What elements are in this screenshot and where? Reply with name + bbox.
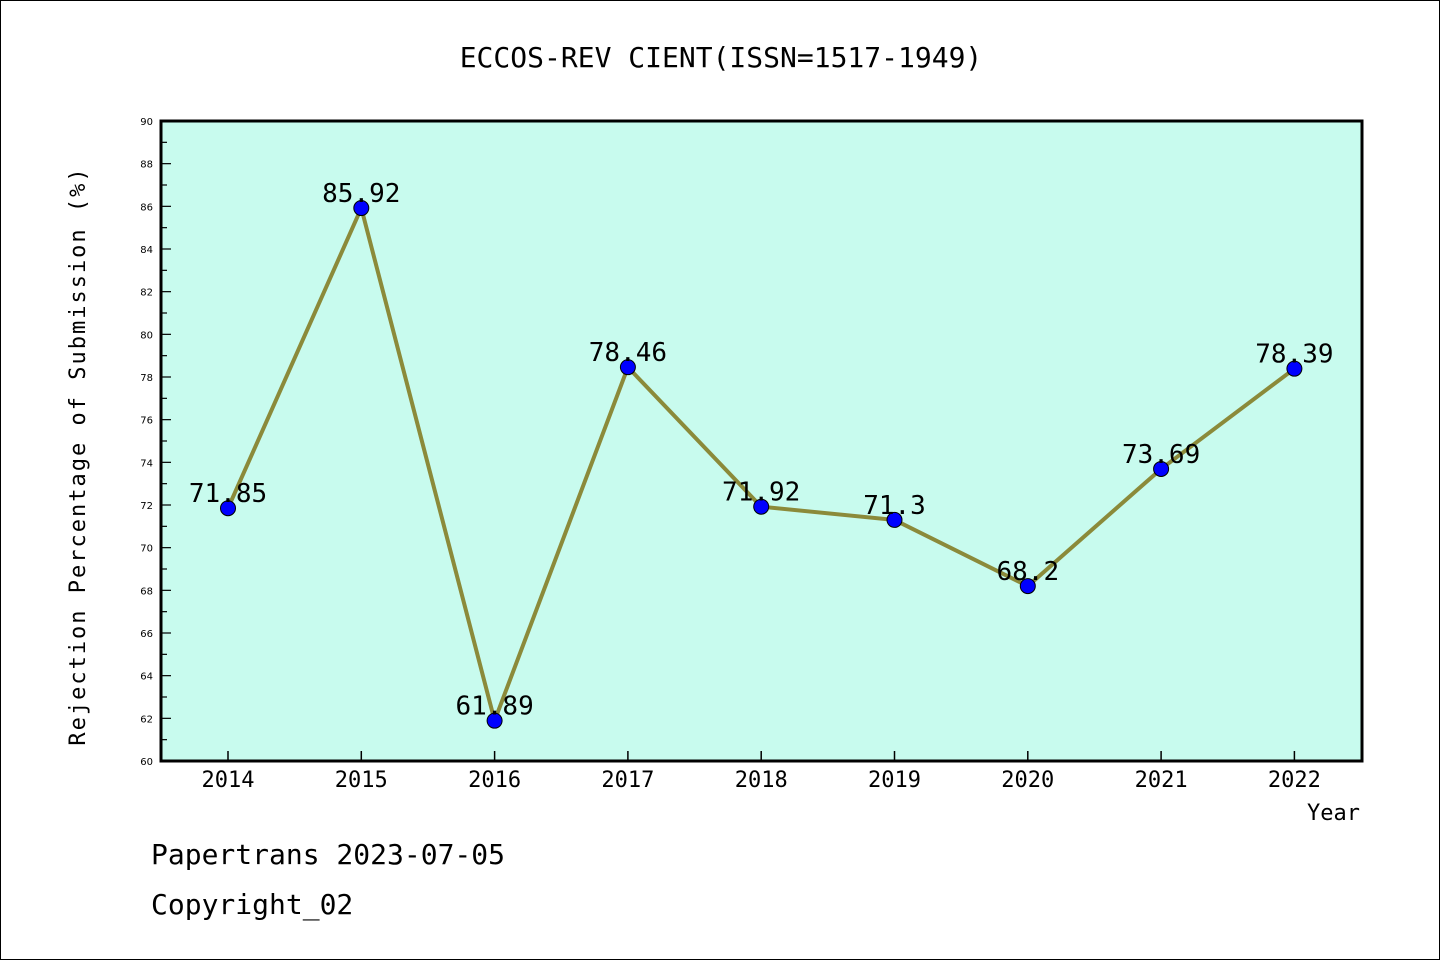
x-axis: 2014 2015 2016 2017 2018 2019 2020 2021 2022 <box>202 751 1321 793</box>
y-tick-label: 70 <box>140 544 153 555</box>
series-markers <box>220 200 1303 729</box>
chart-title: ECCOS-REV CIENT(ISSN=1517-1949) <box>460 41 983 74</box>
data-label: 73.69 <box>1122 440 1200 470</box>
y-tick-label: 82 <box>140 288 153 299</box>
y-tick-label: 80 <box>140 330 153 341</box>
y-tick-label: 76 <box>140 416 153 427</box>
footer-copyright: Copyright_02 <box>151 888 353 922</box>
data-label: 85.92 <box>322 179 400 209</box>
data-point <box>619 359 636 376</box>
x-tick-label: 2016 <box>468 768 521 793</box>
y-tick-label: 60 <box>140 757 153 768</box>
data-point <box>1286 360 1303 377</box>
y-tick-label: 90 <box>140 117 153 128</box>
data-point <box>1153 460 1170 477</box>
y-tick-label: 66 <box>140 629 153 640</box>
y-tick-label: 64 <box>140 672 153 683</box>
y-tick-label: 84 <box>140 245 153 256</box>
x-tick-label: 2020 <box>1001 768 1054 793</box>
y-tick-label: 62 <box>140 714 153 725</box>
x-tick-label: 2018 <box>735 768 788 793</box>
data-point <box>486 712 503 729</box>
data-labels: 71.85 85.92 61.89 78.46 71.92 71.3 68.2 73.69 78… <box>189 179 1334 722</box>
x-tick-label: 2017 <box>601 768 654 793</box>
x-tick-label: 2015 <box>335 768 388 793</box>
data-label: 71.85 <box>189 479 267 509</box>
x-tick-label: 2014 <box>202 768 255 793</box>
y-tick-label: 88 <box>140 160 153 171</box>
x-axis-label: Year <box>1307 801 1360 826</box>
y-axis-label: Rejection Percentage of Submission (%) <box>66 166 91 745</box>
data-label: 78.39 <box>1255 340 1333 370</box>
footer-date: Papertrans 2023-07-05 <box>151 838 505 871</box>
y-tick-label: 86 <box>140 202 153 213</box>
data-point <box>1019 578 1036 595</box>
data-point <box>353 200 370 217</box>
data-point <box>886 511 903 528</box>
y-tick-label: 78 <box>140 373 153 384</box>
x-tick-label: 2019 <box>868 768 921 793</box>
data-label: 71.3 <box>863 491 926 521</box>
plot-area <box>159 119 1364 763</box>
y-axis: 60 62 64 66 68 70 72 74 76 78 80 82 84 86 88 90 <box>140 117 171 768</box>
x-tick-label: 2022 <box>1268 768 1321 793</box>
x-tick-label: 2021 <box>1135 768 1188 793</box>
data-label: 68.2 <box>996 557 1059 587</box>
data-point <box>220 500 236 517</box>
y-tick-label: 68 <box>140 586 153 597</box>
data-label: 71.92 <box>722 478 800 508</box>
y-tick-label: 72 <box>140 501 153 512</box>
data-label: 78.46 <box>589 338 667 368</box>
data-point <box>753 498 770 515</box>
y-tick-label: 74 <box>140 458 153 469</box>
data-label: 61.89 <box>455 692 533 722</box>
